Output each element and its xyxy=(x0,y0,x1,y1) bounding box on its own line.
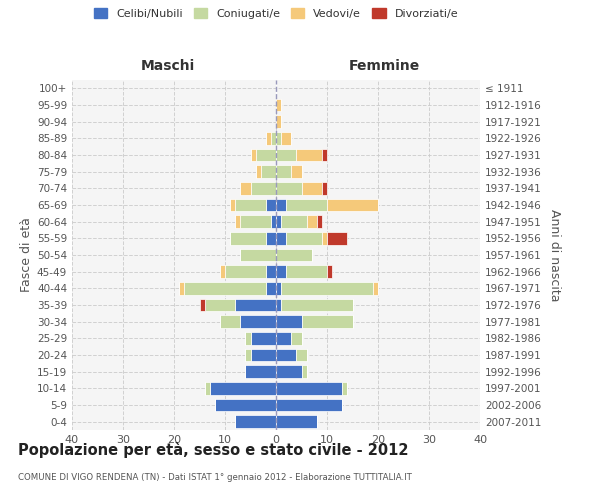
Bar xyxy=(276,349,296,361)
Bar xyxy=(286,198,327,211)
Legend: Celibi/Nubili, Coniugati/e, Vedovi/e, Divorziati/e: Celibi/Nubili, Coniugati/e, Vedovi/e, Di… xyxy=(94,8,458,19)
Bar xyxy=(199,298,205,311)
Bar xyxy=(235,198,266,211)
Bar xyxy=(266,132,271,144)
Bar xyxy=(302,182,322,194)
Bar xyxy=(240,316,276,328)
Bar xyxy=(276,399,342,411)
Bar xyxy=(245,366,276,378)
Bar xyxy=(276,182,302,194)
Bar xyxy=(286,266,327,278)
Bar xyxy=(276,366,302,378)
Text: Femmine: Femmine xyxy=(349,58,419,72)
Bar xyxy=(276,232,286,244)
Bar xyxy=(276,266,286,278)
Bar xyxy=(322,232,327,244)
Bar xyxy=(225,266,266,278)
Bar xyxy=(266,198,276,211)
Bar xyxy=(276,99,281,112)
Bar xyxy=(184,282,266,294)
Bar xyxy=(276,132,281,144)
Bar xyxy=(286,232,322,244)
Bar xyxy=(179,282,184,294)
Text: Maschi: Maschi xyxy=(141,58,195,72)
Bar xyxy=(210,382,276,394)
Bar xyxy=(256,149,276,161)
Bar xyxy=(205,298,235,311)
Bar xyxy=(302,316,353,328)
Bar xyxy=(276,382,342,394)
Bar xyxy=(251,149,256,161)
Bar xyxy=(281,282,373,294)
Bar xyxy=(276,116,281,128)
Bar xyxy=(245,349,251,361)
Bar xyxy=(266,232,276,244)
Y-axis label: Fasce di età: Fasce di età xyxy=(20,218,33,292)
Bar xyxy=(266,282,276,294)
Bar xyxy=(276,149,296,161)
Bar xyxy=(266,266,276,278)
Bar xyxy=(276,316,302,328)
Bar xyxy=(302,366,307,378)
Bar xyxy=(240,216,271,228)
Bar xyxy=(296,349,307,361)
Bar xyxy=(281,298,353,311)
Bar xyxy=(230,198,235,211)
Bar xyxy=(235,298,276,311)
Bar xyxy=(276,282,281,294)
Bar xyxy=(327,198,378,211)
Bar xyxy=(240,248,276,261)
Y-axis label: Anni di nascita: Anni di nascita xyxy=(548,208,561,301)
Bar xyxy=(373,282,378,294)
Bar xyxy=(307,216,317,228)
Bar xyxy=(327,232,347,244)
Bar xyxy=(276,416,317,428)
Bar xyxy=(215,399,276,411)
Bar xyxy=(281,132,292,144)
Bar xyxy=(322,149,327,161)
Bar xyxy=(230,232,266,244)
Bar xyxy=(317,216,322,228)
Text: Popolazione per età, sesso e stato civile - 2012: Popolazione per età, sesso e stato civil… xyxy=(18,442,409,458)
Text: COMUNE DI VIGO RENDENA (TN) - Dati ISTAT 1° gennaio 2012 - Elaborazione TUTTITAL: COMUNE DI VIGO RENDENA (TN) - Dati ISTAT… xyxy=(18,472,412,482)
Bar xyxy=(220,266,225,278)
Bar xyxy=(220,316,240,328)
Bar xyxy=(276,216,281,228)
Bar xyxy=(292,166,302,178)
Bar xyxy=(235,416,276,428)
Bar xyxy=(235,216,240,228)
Bar xyxy=(256,166,260,178)
Bar xyxy=(251,349,276,361)
Bar xyxy=(205,382,210,394)
Bar xyxy=(251,182,276,194)
Bar xyxy=(271,216,276,228)
Bar xyxy=(245,332,251,344)
Bar xyxy=(296,149,322,161)
Bar xyxy=(281,216,307,228)
Bar xyxy=(276,332,292,344)
Bar xyxy=(260,166,276,178)
Bar xyxy=(342,382,347,394)
Bar xyxy=(276,298,281,311)
Bar xyxy=(251,332,276,344)
Bar xyxy=(276,198,286,211)
Bar xyxy=(292,332,302,344)
Bar xyxy=(276,166,292,178)
Bar xyxy=(327,266,332,278)
Bar xyxy=(271,132,276,144)
Bar xyxy=(322,182,327,194)
Bar xyxy=(240,182,251,194)
Bar xyxy=(276,248,312,261)
